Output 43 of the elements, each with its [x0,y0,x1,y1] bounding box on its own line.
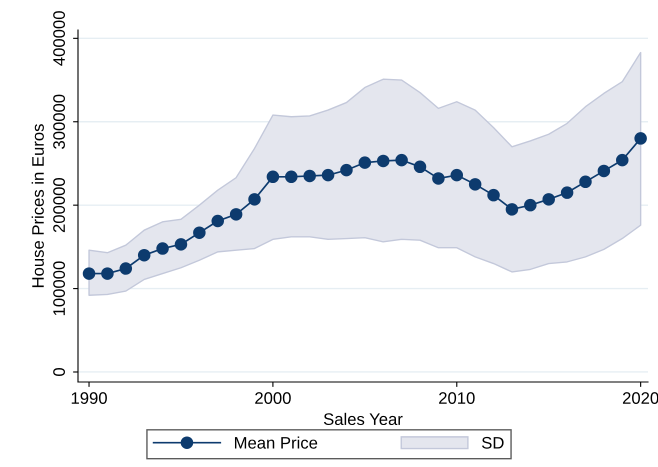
point [174,238,188,251]
point [616,154,629,166]
point [634,132,647,145]
y-tick-label: 200000 [53,178,65,232]
point [506,203,518,216]
point [432,172,445,185]
point [414,160,426,174]
point [376,154,390,168]
point [395,154,408,166]
legend-label: SD [482,436,504,449]
point [468,178,482,191]
x-axis-title: Sales Year [324,412,403,426]
point [156,242,169,255]
point [230,208,242,221]
point [598,164,610,178]
point [138,248,150,262]
y-tick-label: 100000 [53,261,65,316]
point [82,267,96,280]
point [322,168,334,182]
point [211,214,224,228]
point [120,262,132,275]
point [303,170,316,182]
y-tick-label: 0 [53,368,65,376]
y-tick-label: 400000 [53,11,65,66]
x-tick-label: 2000 [255,392,291,404]
point [524,198,537,212]
point [542,193,555,206]
point [358,156,372,169]
point [579,176,592,188]
point [101,267,114,280]
point [285,170,298,184]
point [487,188,500,202]
point [560,186,574,199]
x-tick-label: 2010 [439,392,475,404]
x-tick-label: 1990 [72,392,107,404]
point [266,170,280,184]
point [450,168,464,182]
y-axis-title: House Prices in Euros [32,124,44,288]
point [193,226,206,239]
point [248,193,261,206]
point [340,164,353,176]
legend-label: Mean Price [234,436,318,449]
y-tick-label: 300000 [53,94,65,149]
